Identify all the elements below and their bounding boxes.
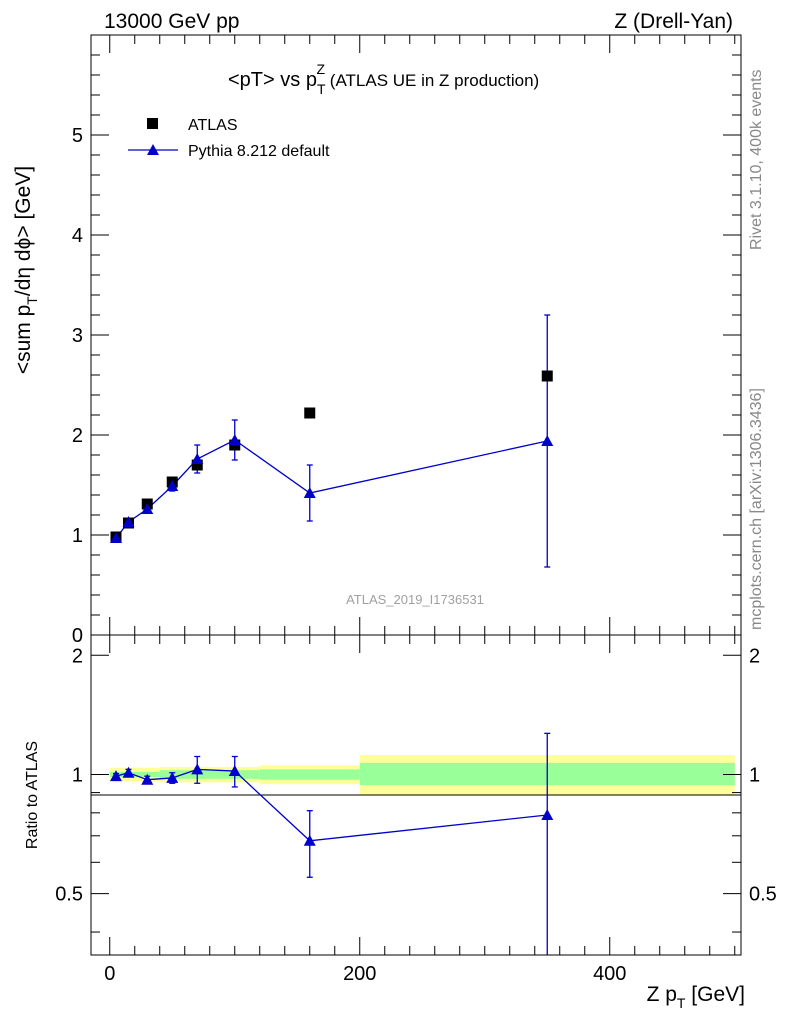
- atlas-data-point: [304, 407, 316, 419]
- ratio-xtick-label: 400: [593, 963, 626, 985]
- rivet-version-label: Rivet 3.1.10, 400k events: [748, 69, 765, 250]
- main-error-bars: [113, 314, 551, 568]
- main-markers: [110, 370, 554, 543]
- main-ylabel-sub: T: [24, 296, 40, 305]
- main-ytick-labels: 0 1 2 3 4 5: [72, 125, 83, 647]
- ratio-ytick-label-left: 2: [72, 645, 83, 667]
- xlabel-text: Z p: [647, 983, 677, 1006]
- main-ytick-label: 3: [72, 325, 83, 347]
- ratio-markers: [110, 763, 554, 846]
- main-ylabel-rest: /dη dϕ> [GeV]: [12, 166, 35, 296]
- pythia-data-point: [141, 503, 154, 514]
- main-series-lines: [115, 439, 548, 539]
- pythia-data-point: [166, 480, 179, 491]
- legend-pythia-marker: [147, 144, 159, 155]
- pythia-data-point: [110, 532, 122, 543]
- ratio-xtick-labels: 0 200 400: [104, 963, 626, 985]
- legend-atlas-label: ATLAS: [188, 117, 238, 134]
- ratio-ytick-label-right: 1: [749, 764, 760, 786]
- legend-atlas-marker: [147, 118, 158, 129]
- legend-pythia-label: Pythia 8.212 default: [188, 143, 330, 160]
- ratio-pythia-point: [303, 834, 316, 846]
- main-y-axis-label: <sum pT/dη dϕ> [GeV]: [12, 166, 40, 374]
- main-title-text: <pT> vs p: [228, 69, 317, 91]
- pythia-data-point: [303, 487, 316, 498]
- ratio-ytick-label-right: 0.5: [749, 884, 777, 906]
- ratio-pythia-point: [166, 771, 179, 783]
- ratio-frame: [90, 634, 742, 956]
- ratio-ytick-label-right: 2: [749, 645, 760, 667]
- analysis-watermark: ATLAS_2019_I1736531: [346, 592, 484, 607]
- legend: ATLAS Pythia 8.212 default: [128, 117, 330, 160]
- pythia-data-point: [541, 435, 554, 446]
- main-title-sup: Z: [317, 61, 326, 77]
- header-left-label: 13000 GeV pp: [104, 10, 239, 33]
- ratio-ytick-label-left: 1: [72, 764, 83, 786]
- atlas-data-point: [541, 370, 553, 382]
- pythia-data-point: [122, 516, 135, 527]
- main-ytick-label: 1: [72, 525, 83, 547]
- pythia-data-point: [228, 434, 241, 445]
- main-ytick-label: 0: [72, 625, 83, 647]
- main-ytick-label: 2: [72, 425, 83, 447]
- atlas-data-point: [191, 459, 203, 471]
- header-right-label: Z (Drell-Yan): [614, 10, 733, 33]
- ratio-pythia-point: [541, 808, 554, 820]
- ratio-ytick-labels: 0.5 0.5 1 1 2 2: [55, 645, 777, 905]
- main-title-sub: T: [317, 81, 326, 97]
- main-title-rest: (ATLAS UE in Z production): [325, 71, 539, 90]
- ratio-pythia-point: [191, 763, 204, 775]
- ratio-band-green: [159, 770, 260, 779]
- ratio-bands: [109, 754, 735, 795]
- x-axis-label: Z pT [GeV]: [647, 983, 745, 1011]
- main-ytick-label: 5: [72, 125, 83, 147]
- xlabel-sub: T: [677, 995, 686, 1011]
- ratio-ticks: [91, 635, 741, 955]
- pythia-line: [115, 439, 548, 539]
- ratio-pythia-point: [122, 766, 135, 778]
- ratio-pythia-point: [110, 770, 122, 782]
- ratio-band-green: [259, 769, 360, 780]
- main-title: <pT> vs pTZ (ATLAS UE in Z production): [228, 61, 539, 97]
- ratio-xtick-label: 200: [343, 963, 376, 985]
- xlabel-rest: [GeV]: [685, 983, 745, 1006]
- main-ytick-label: 4: [72, 225, 83, 247]
- ratio-pythia-point: [141, 773, 154, 785]
- pythia-data-point: [191, 453, 204, 464]
- main-ylabel-text: <sum p: [12, 305, 35, 374]
- mcplots-label: mcplots.cern.ch [arXiv:1306.3436]: [748, 388, 765, 630]
- ratio-ytick-label-left: 0.5: [55, 884, 83, 906]
- ratio-panel: 0.5 0.5 1 1 2 2 0 200 400 Ratio to ATLAS Z pT […: [24, 634, 777, 1011]
- ratio-pythia-point: [228, 765, 241, 777]
- ratio-xtick-label: 0: [104, 963, 115, 985]
- ratio-y-axis-label: Ratio to ATLAS: [24, 741, 41, 849]
